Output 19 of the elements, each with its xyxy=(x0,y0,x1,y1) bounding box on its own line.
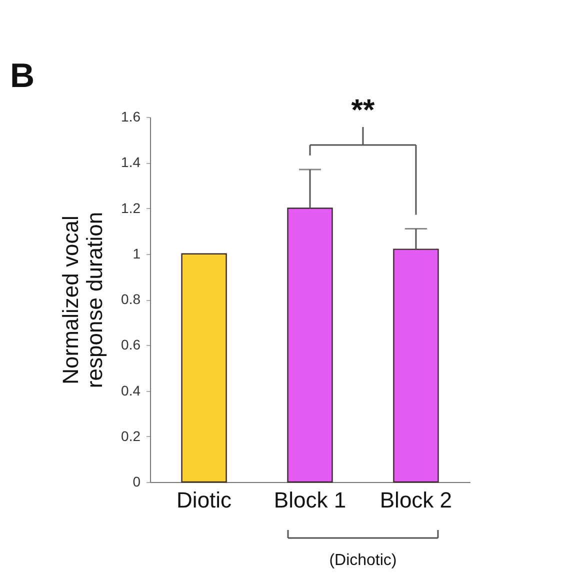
y-tick-label: 1 xyxy=(132,245,141,262)
x-tick-label: Block 2 xyxy=(380,488,452,512)
bar xyxy=(393,248,439,483)
y-tick-label: 0.6 xyxy=(121,336,141,353)
text: B xyxy=(10,57,35,95)
x-tick-label: Diotic xyxy=(176,488,232,512)
y-tick-label: 0 xyxy=(132,474,141,490)
y-axis-title: Normalized vocal response duration xyxy=(58,212,108,388)
y-tick-label: 1.6 xyxy=(121,108,141,124)
text: (Dichotic) xyxy=(329,552,397,569)
y-tick-label: 0.2 xyxy=(121,428,141,444)
x-tick-label: Block 1 xyxy=(274,488,346,512)
bar xyxy=(287,208,333,483)
y-tick-label: 0.8 xyxy=(121,291,141,307)
bar xyxy=(181,253,227,483)
y-tick-label: 1.4 xyxy=(121,154,141,170)
y-tick-label: 0.4 xyxy=(121,382,141,398)
annotation: ** xyxy=(351,94,375,127)
y-tick-label: 1.2 xyxy=(121,200,141,216)
